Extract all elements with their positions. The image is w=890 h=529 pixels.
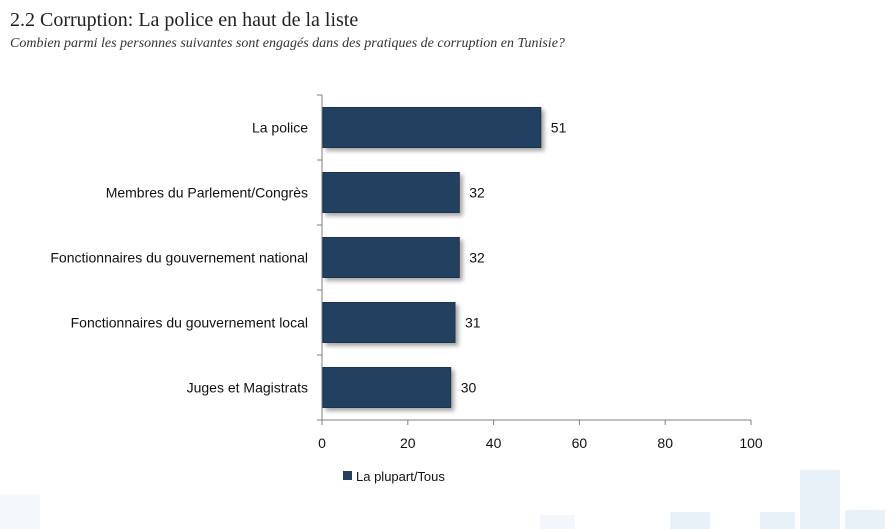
category-label: Juges et Magistrats [187,380,308,396]
background-decoration [800,470,840,529]
x-tick-label: 100 [739,435,763,451]
legend-label: La plupart/Tous [356,469,445,484]
x-tick-label: 40 [486,435,502,451]
chart-subtitle: Combien parmi les personnes suivantes so… [10,36,565,51]
bar [322,302,456,343]
data-label: 32 [469,250,485,266]
x-tick-label: 80 [657,435,673,451]
data-label: 32 [469,185,485,201]
bar [322,107,542,148]
category-label: Fonctionnaires du gouvernement local [71,315,308,331]
data-label: 51 [551,120,567,136]
background-decoration [0,495,40,529]
chart-title: 2.2 Corruption: La police en haut de la … [10,9,359,31]
category-label: La police [252,120,308,136]
background-decoration [845,510,885,529]
x-tick-label: 20 [400,435,416,451]
bar [322,172,460,213]
background-decoration [760,512,795,529]
background-decoration [670,512,710,529]
data-label: 31 [465,315,481,331]
x-tick-label: 60 [572,435,588,451]
category-label: Membres du Parlement/Congrès [106,185,308,201]
x-tick-label: 0 [318,435,326,451]
data-label: 30 [461,380,477,396]
bar [322,367,452,408]
background-decoration [540,515,575,529]
legend-swatch [343,471,352,480]
category-label: Fonctionnaires du gouvernement national [50,250,308,266]
bar [322,237,460,278]
